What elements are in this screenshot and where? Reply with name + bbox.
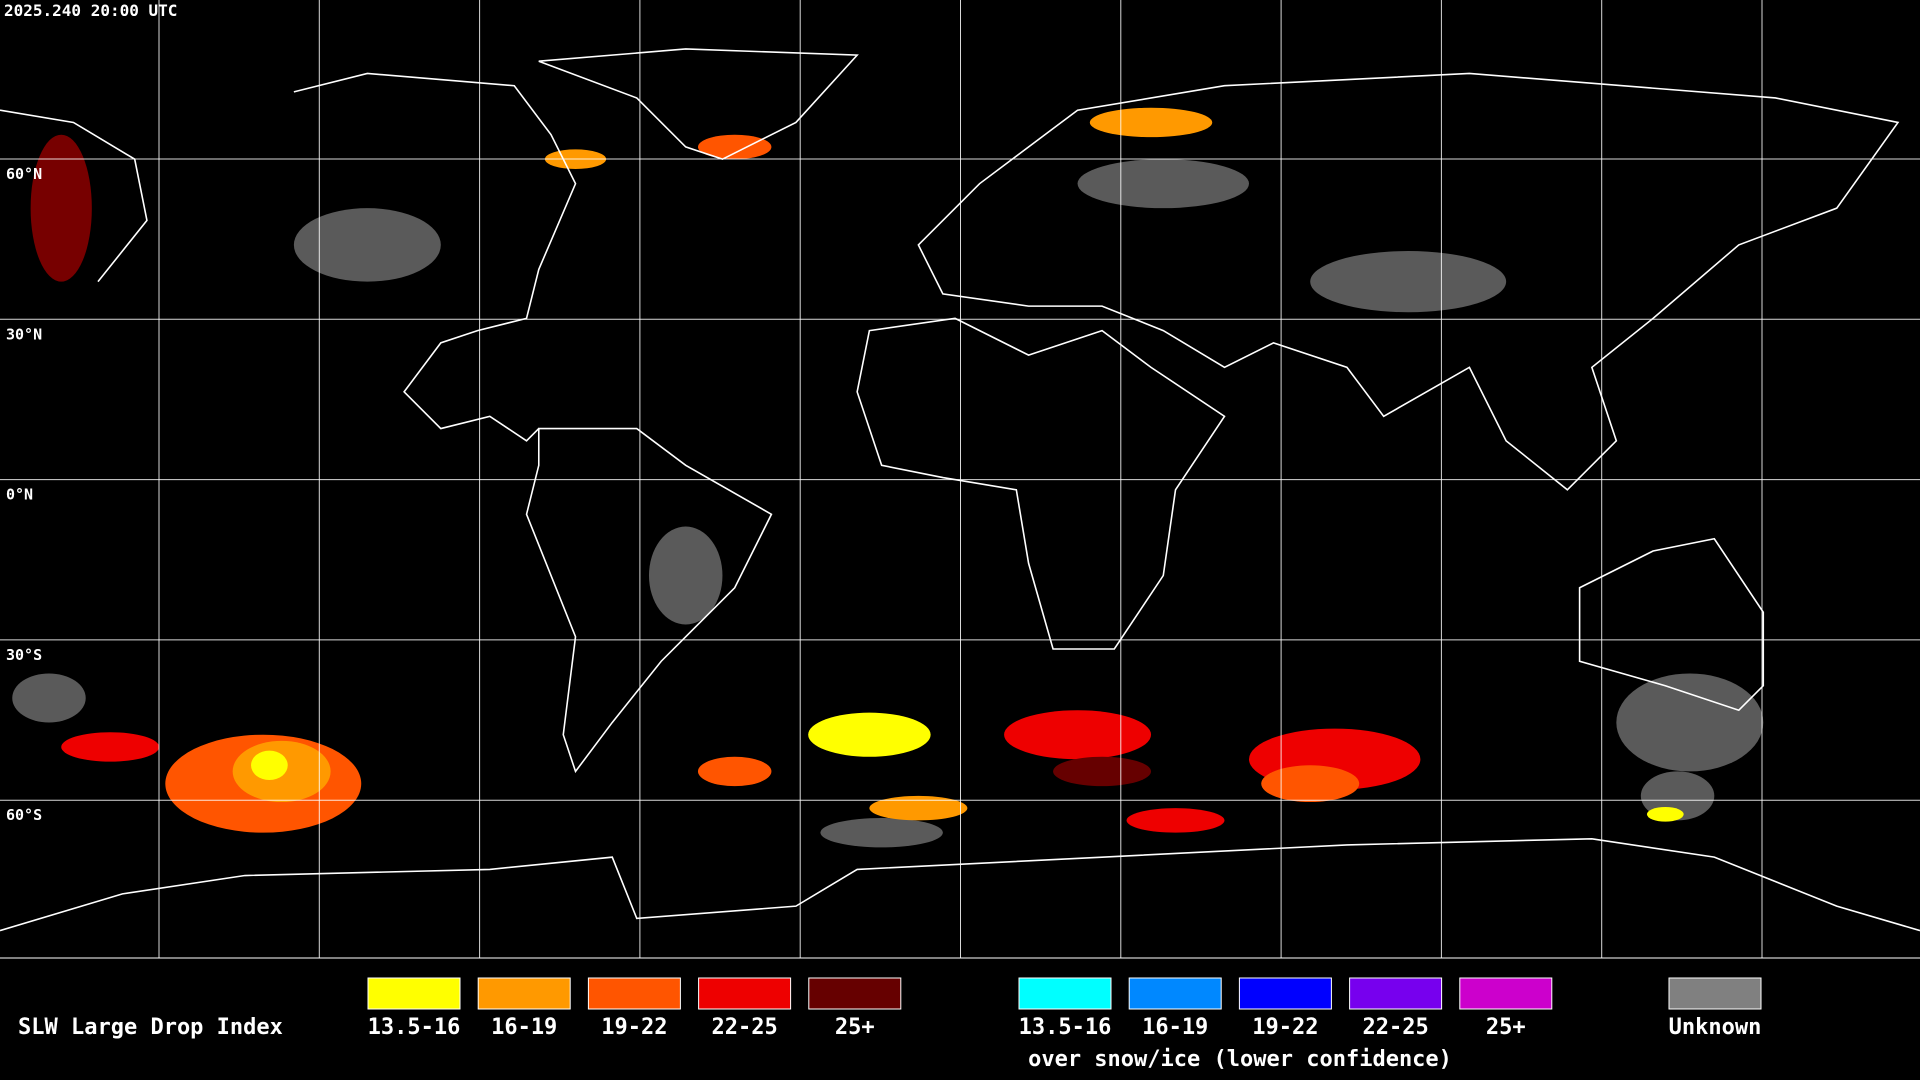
legend-swatch: [1459, 977, 1553, 1010]
legend-label: 19-22: [601, 1015, 667, 1040]
cloud-field: [12, 107, 1764, 848]
legend-label: 13.5-16: [368, 1015, 461, 1040]
legend-swatch: [1349, 977, 1443, 1010]
graticule: 60°N 30°N 0°N 30°S 60°S: [0, 0, 1920, 958]
legend-label: 22-25: [711, 1015, 777, 1040]
latitude-label: 30°N: [6, 325, 42, 343]
legend-label: Unknown: [1669, 1015, 1762, 1040]
legend-label: 13.5-16: [1019, 1015, 1112, 1040]
legend-swatch: [1018, 977, 1112, 1010]
legend-label: 25+: [835, 1015, 875, 1040]
legend-label: 22-25: [1362, 1015, 1428, 1040]
legend-swatch: [477, 977, 571, 1010]
legend-label: 16-19: [491, 1015, 557, 1040]
latitude-label: 60°S: [6, 806, 42, 824]
legend-label: 25+: [1486, 1015, 1526, 1040]
timestamp: 2025.240 20:00 UTC: [4, 1, 177, 20]
latitude-label: 0°N: [6, 486, 33, 504]
legend-title: SLW Large Drop Index: [18, 1015, 283, 1040]
legend-swatch: [1238, 977, 1332, 1010]
legend-swatch: [1128, 977, 1222, 1010]
legend-swatch: [808, 977, 902, 1010]
latitude-label: 30°S: [6, 646, 42, 664]
legend-label: 19-22: [1252, 1015, 1318, 1040]
legend-swatch: [367, 977, 461, 1010]
legend-label: 16-19: [1142, 1015, 1208, 1040]
snow-note: over snow/ice (lower confidence): [1028, 1047, 1452, 1072]
legend-swatch: [1668, 977, 1762, 1010]
coastlines: [0, 48, 1920, 932]
legend-swatch: [587, 977, 681, 1010]
latitude-label: 60°N: [6, 165, 42, 183]
legend-swatch: [698, 977, 792, 1010]
legend: 13.5-16 16-19 19-22 22-25 25+ 13.5-16 16-19 19-…: [367, 977, 1762, 1040]
